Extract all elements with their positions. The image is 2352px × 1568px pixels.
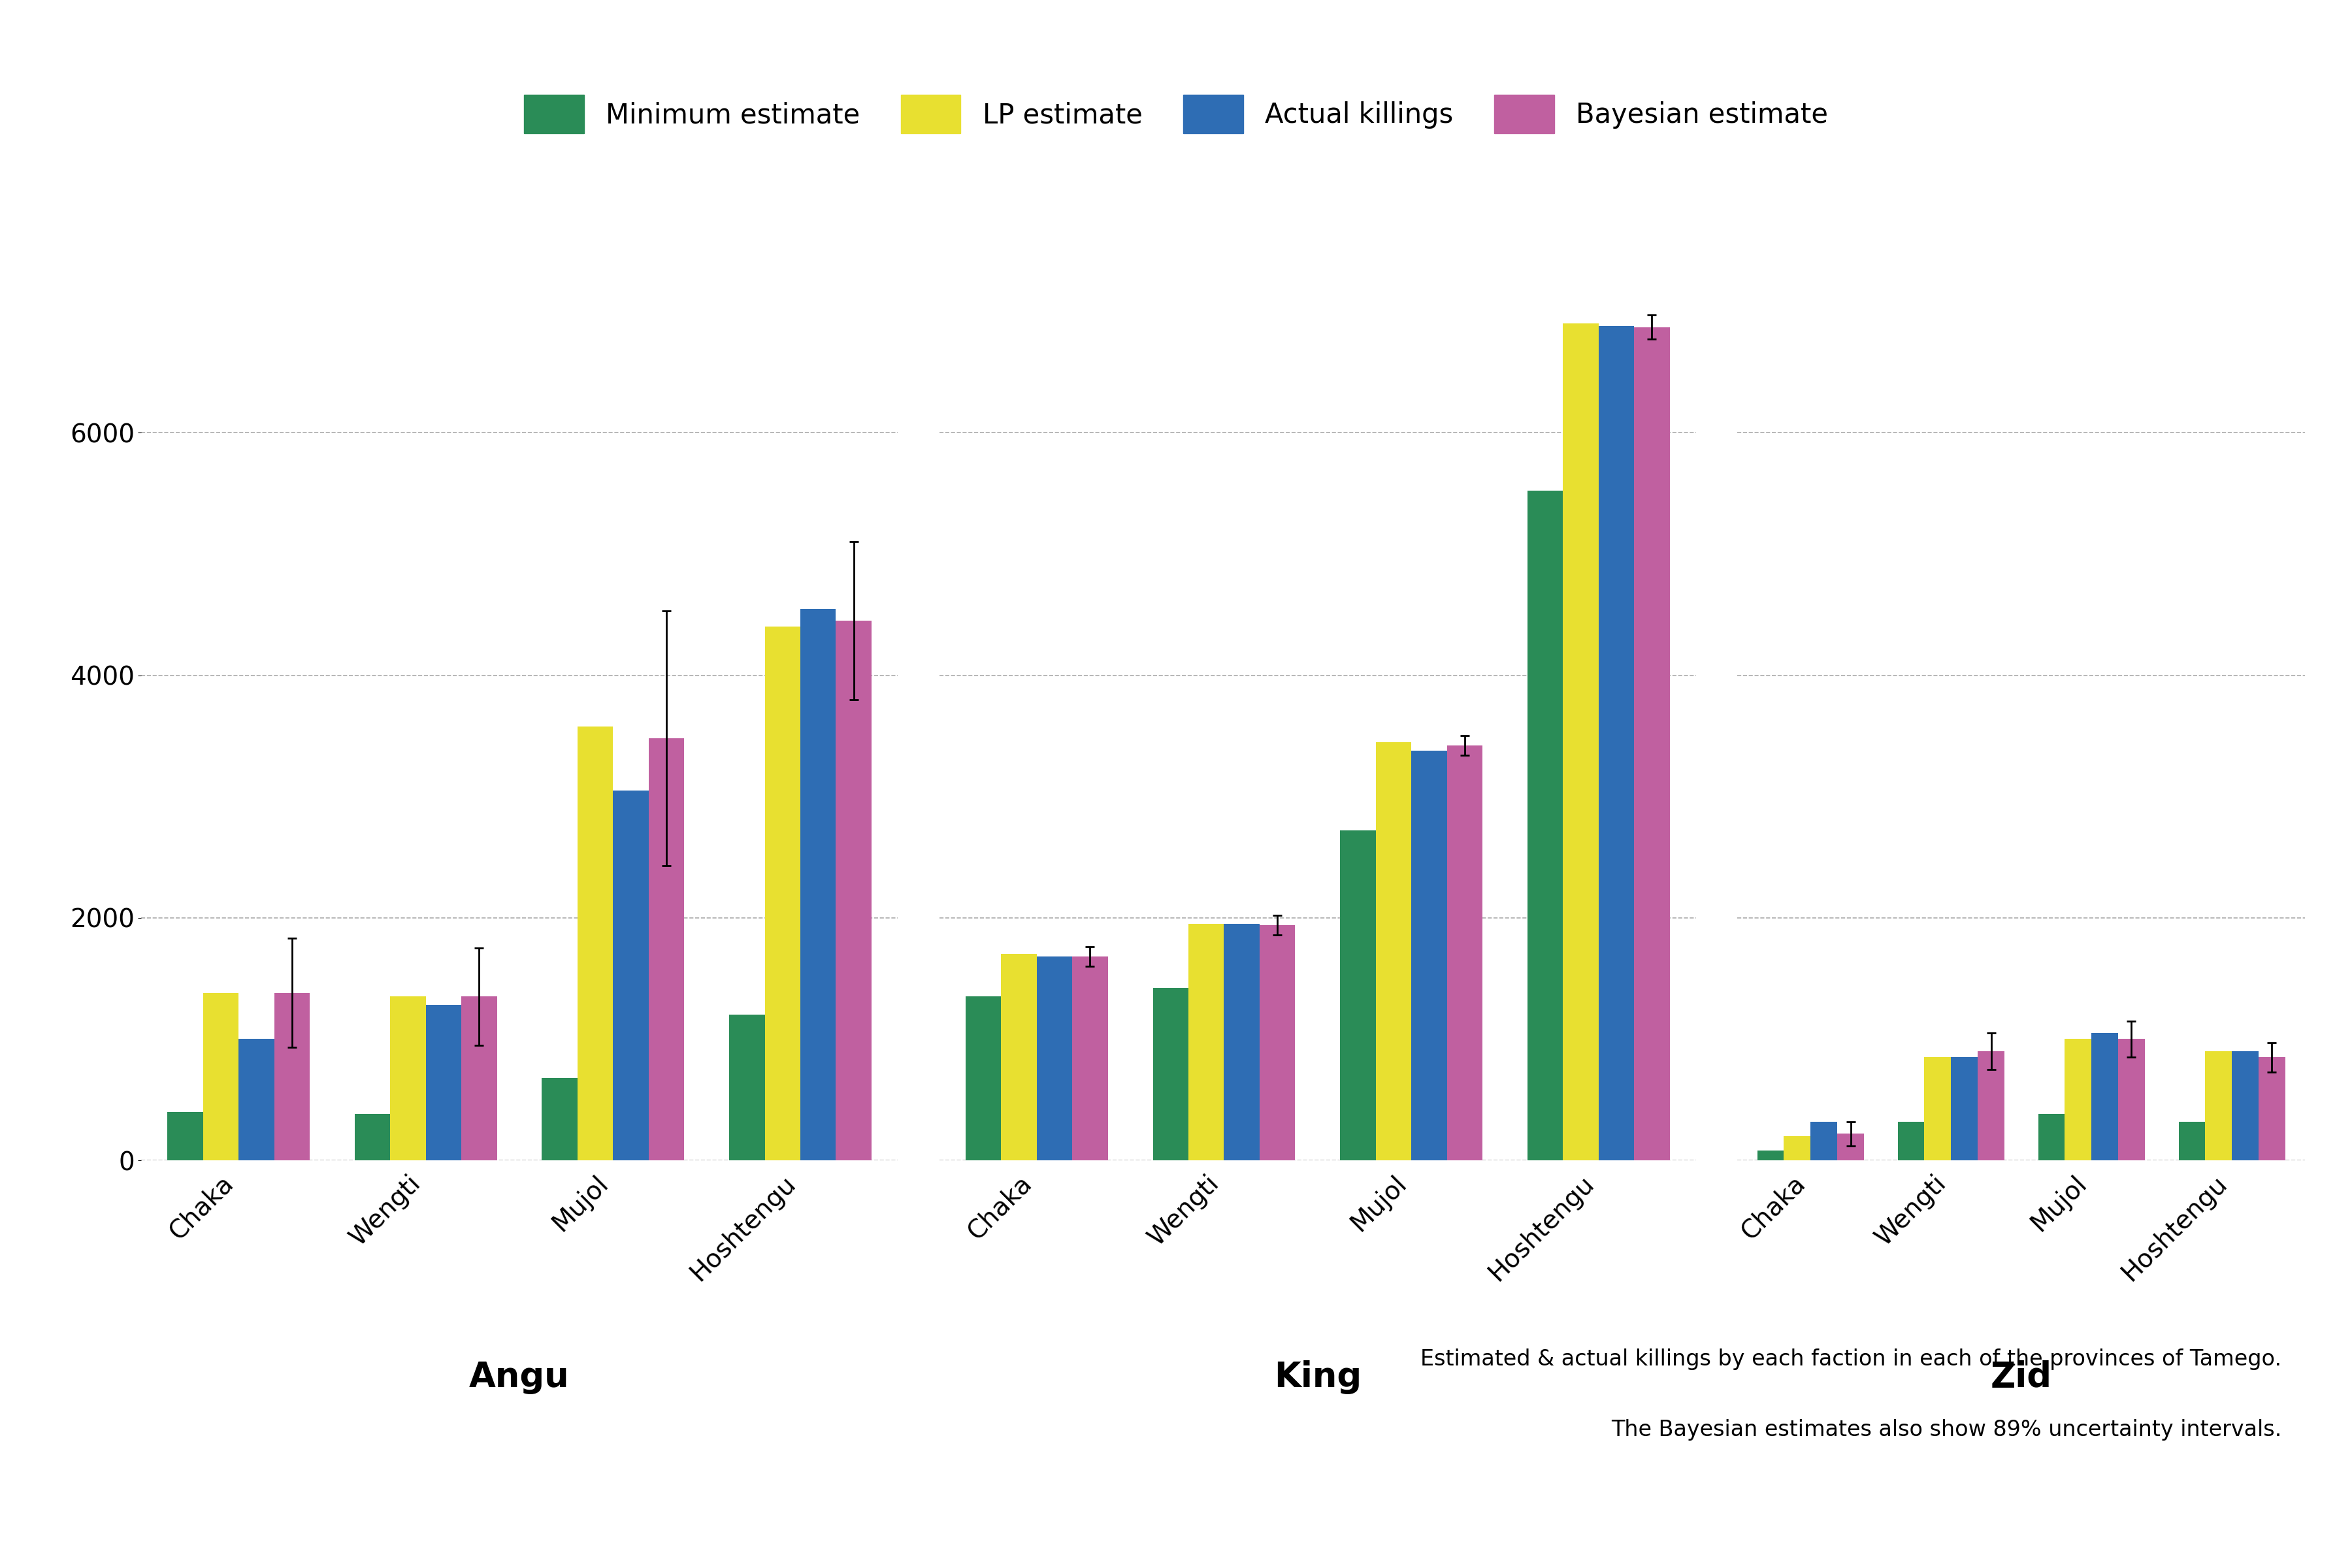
Bar xyxy=(2258,1057,2286,1160)
Bar xyxy=(1073,956,1108,1160)
Text: Estimated & actual killings by each faction in each of the provinces of Tamego.: Estimated & actual killings by each fact… xyxy=(1421,1348,2281,1370)
Bar xyxy=(835,621,873,1160)
Text: King: King xyxy=(1275,1361,1362,1394)
Bar xyxy=(1341,831,1376,1160)
Bar xyxy=(390,997,426,1160)
Bar xyxy=(1223,924,1261,1160)
Bar xyxy=(1376,742,1411,1160)
Bar xyxy=(1261,925,1296,1160)
Bar xyxy=(202,993,238,1160)
Bar xyxy=(1811,1121,1837,1160)
Bar xyxy=(2065,1040,2091,1160)
Bar xyxy=(729,1014,764,1160)
Text: The Bayesian estimates also show 89% uncertainty intervals.: The Bayesian estimates also show 89% unc… xyxy=(1611,1419,2281,1441)
Text: Zid: Zid xyxy=(1990,1361,2051,1394)
Bar xyxy=(2119,1040,2145,1160)
Bar xyxy=(1188,924,1223,1160)
Bar xyxy=(579,726,614,1160)
Bar xyxy=(355,1115,390,1160)
Bar xyxy=(1952,1057,1978,1160)
Bar xyxy=(461,997,496,1160)
Legend: Minimum estimate, LP estimate, Actual killings, Bayesian estimate: Minimum estimate, LP estimate, Actual ki… xyxy=(513,85,1839,144)
Bar xyxy=(1411,751,1446,1160)
Bar xyxy=(2178,1121,2206,1160)
Bar xyxy=(614,790,649,1160)
Bar xyxy=(1898,1121,1924,1160)
Bar xyxy=(1002,955,1037,1160)
Bar xyxy=(800,608,835,1160)
Bar xyxy=(1635,328,1670,1160)
Bar xyxy=(1037,956,1073,1160)
Bar xyxy=(2206,1051,2232,1160)
Bar xyxy=(1152,988,1188,1160)
Bar xyxy=(1783,1137,1811,1160)
Bar xyxy=(1924,1057,1952,1160)
Bar xyxy=(967,997,1002,1160)
Bar xyxy=(764,627,800,1160)
Bar xyxy=(1599,326,1635,1160)
Bar xyxy=(649,739,684,1160)
Bar xyxy=(426,1005,461,1160)
Bar xyxy=(1446,746,1482,1160)
Text: Angu: Angu xyxy=(470,1361,569,1394)
Bar xyxy=(275,993,310,1160)
Bar xyxy=(1526,491,1564,1160)
Bar xyxy=(1978,1051,2004,1160)
Bar xyxy=(2091,1033,2119,1160)
Bar xyxy=(2232,1051,2258,1160)
Bar xyxy=(541,1077,579,1160)
Bar xyxy=(238,1040,275,1160)
Bar xyxy=(1757,1151,1783,1160)
Bar xyxy=(2039,1115,2065,1160)
Bar xyxy=(1564,323,1599,1160)
Bar xyxy=(1837,1134,1863,1160)
Bar xyxy=(167,1112,202,1160)
